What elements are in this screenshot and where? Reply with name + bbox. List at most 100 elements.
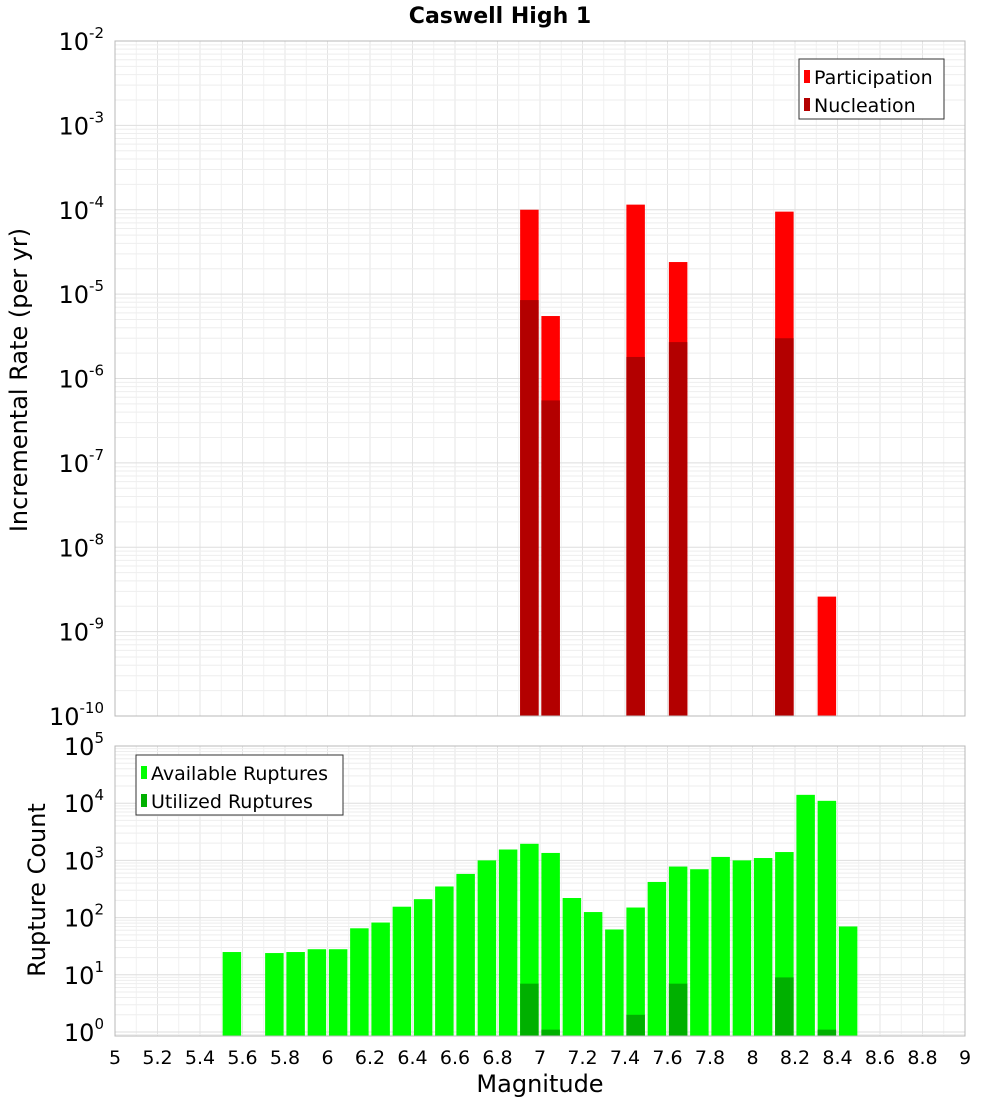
x-tick-label: 5: [109, 1047, 121, 1069]
y-tick-label: 10-10: [49, 699, 104, 731]
x-tick-labels: 5 5.2 5.4 5.6 5.8 6 6.2 6.4 6.6 6.8 7 7.2 7.4 7.6 7.8 8…: [109, 1047, 971, 1069]
bar-participation: [817, 596, 837, 716]
x-tick-label: 9: [959, 1047, 971, 1069]
x-tick-label: 7.2: [567, 1047, 597, 1069]
legend-label: Utilized Ruptures: [151, 791, 313, 813]
bar-available-ruptures: [498, 849, 518, 1036]
chart-title: Caswell High 1: [409, 4, 591, 29]
bar-available-ruptures: [413, 899, 433, 1036]
bottom-y-ticks: 100 101 102 103 104 105: [64, 729, 104, 1047]
y-tick-label: 10-9: [58, 615, 104, 647]
bar-available-ruptures: [350, 928, 369, 1036]
bar-available-ruptures: [307, 949, 327, 1036]
bar-available-ruptures: [286, 952, 305, 1036]
bar-available-ruptures: [456, 873, 475, 1036]
legend-label: Participation: [814, 67, 933, 89]
y-tick-label: 10-5: [58, 277, 104, 309]
bar-available-ruptures: [562, 898, 582, 1036]
bar-nucleation: [668, 342, 688, 716]
bar-available-ruptures: [732, 860, 752, 1036]
bar-nucleation: [520, 300, 539, 716]
bar-available-ruptures: [541, 852, 560, 1036]
y-tick-label: 103: [64, 843, 104, 875]
x-tick-label: 8: [746, 1047, 758, 1069]
x-tick-label: 6.4: [397, 1047, 427, 1069]
bottom-plot-bars: [222, 794, 858, 1036]
x-axis-label: Magnitude: [476, 1070, 603, 1098]
y-tick-label: 10-8: [58, 530, 104, 562]
legend-swatch: [804, 98, 810, 111]
legend-box: [135, 754, 344, 816]
legend-label: Available Ruptures: [151, 763, 328, 785]
x-tick-label: 8.2: [780, 1047, 810, 1069]
bar-available-ruptures: [392, 906, 412, 1036]
x-tick-label: 7.6: [652, 1047, 682, 1069]
bar-nucleation: [626, 356, 645, 716]
bar-available-ruptures: [753, 858, 773, 1036]
x-tick-label: 8.4: [822, 1047, 852, 1069]
bar-available-ruptures: [647, 881, 667, 1036]
bar-nucleation: [541, 400, 560, 716]
bar-available-ruptures: [328, 949, 348, 1036]
bottom-plot-frame: [114, 745, 966, 1037]
bar-available-ruptures: [690, 869, 709, 1036]
bar-utilized-ruptures: [541, 1029, 560, 1036]
bar-available-ruptures: [838, 926, 858, 1036]
y-tick-label: 104: [64, 786, 104, 818]
top-plot-grid: [114, 41, 966, 717]
top-plot-frame: [114, 40, 966, 717]
legend-swatch: [141, 794, 147, 807]
bar-available-ruptures: [711, 856, 730, 1036]
x-tick-label: 7.8: [695, 1047, 725, 1069]
y-tick-label: 102: [64, 901, 104, 933]
bar-utilized-ruptures: [668, 983, 688, 1036]
x-tick-label: 7.4: [610, 1047, 640, 1069]
y-tick-label: 101: [64, 958, 104, 990]
legend-label: Nucleation: [814, 95, 916, 117]
legend-swatch: [141, 766, 147, 779]
x-tick-label: 5.8: [270, 1047, 300, 1069]
bar-utilized-ruptures: [626, 1014, 645, 1036]
x-tick-label: 6.2: [355, 1047, 385, 1069]
x-tick-label: 7: [534, 1047, 546, 1069]
bar-available-ruptures: [796, 794, 815, 1036]
top-y-axis-label: Incremental Rate (per yr): [5, 228, 33, 532]
top-plot-bars: [520, 204, 837, 716]
bottom-y-axis-label: Rupture Count: [23, 803, 51, 977]
bar-available-ruptures: [265, 953, 284, 1036]
x-tick-label: 6: [321, 1047, 333, 1069]
x-tick-label: 5.6: [227, 1047, 257, 1069]
y-tick-label: 10-6: [58, 362, 104, 394]
bar-available-ruptures: [371, 922, 390, 1036]
bar-available-ruptures: [605, 929, 624, 1036]
legend-swatch: [804, 70, 810, 83]
bar-available-ruptures: [435, 886, 454, 1036]
bar-utilized-ruptures: [817, 1029, 837, 1036]
x-tick-label: 6.6: [440, 1047, 470, 1069]
top-y-ticks: 10-10 10-9 10-8 10-7 10-6 10-5 10-4 10-3 10-2: [49, 24, 104, 731]
bar-utilized-ruptures: [520, 983, 539, 1036]
bar-available-ruptures: [583, 912, 603, 1036]
top-legend: Participation Nucleation: [798, 58, 945, 120]
x-tick-label: 8.8: [907, 1047, 937, 1069]
bar-nucleation: [775, 338, 794, 716]
bar-available-ruptures: [626, 907, 645, 1036]
x-tick-label: 5.4: [185, 1047, 215, 1069]
bar-available-ruptures: [817, 800, 837, 1036]
bar-available-ruptures: [477, 860, 497, 1036]
bar-utilized-ruptures: [775, 977, 794, 1036]
y-tick-label: 105: [64, 729, 104, 761]
y-tick-label: 10-3: [58, 108, 104, 140]
bottom-legend: Available Ruptures Utilized Ruptures: [135, 754, 344, 816]
bar-available-ruptures: [222, 952, 242, 1036]
y-tick-label: 10-2: [58, 24, 104, 56]
y-tick-label: 100: [64, 1015, 104, 1047]
y-tick-label: 10-4: [58, 193, 104, 225]
legend-box: [798, 58, 945, 120]
x-tick-label: 5.2: [142, 1047, 172, 1069]
x-tick-label: 8.6: [865, 1047, 895, 1069]
x-tick-label: 6.8: [482, 1047, 512, 1069]
y-tick-label: 10-7: [58, 446, 104, 478]
